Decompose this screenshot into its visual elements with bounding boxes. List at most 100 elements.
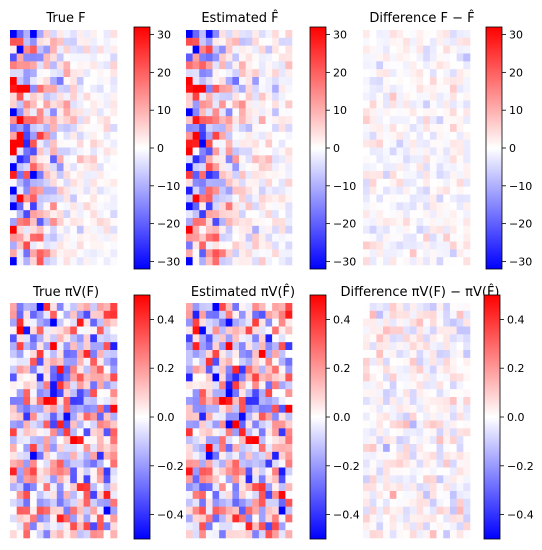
heatmap-cell xyxy=(43,77,51,86)
heatmap-cell xyxy=(443,357,451,366)
heatmap-cell xyxy=(383,116,391,125)
heatmap-cell xyxy=(219,147,227,156)
heatmap-cell xyxy=(376,202,384,211)
heatmap-cell xyxy=(278,171,286,180)
heatmap-cell xyxy=(278,218,286,227)
heatmap-cell xyxy=(272,514,280,523)
heatmap-cell xyxy=(436,389,444,398)
heatmap-cell xyxy=(63,233,71,242)
heatmap-cell xyxy=(429,100,437,109)
heatmap-cell xyxy=(449,225,457,234)
heatmap-cell xyxy=(103,483,111,492)
heatmap-cell xyxy=(63,412,71,421)
heatmap-cell xyxy=(50,30,58,39)
heatmap-cell xyxy=(225,436,233,445)
heatmap-cell xyxy=(403,225,411,234)
heatmap-cell xyxy=(83,491,91,500)
heatmap-cell xyxy=(83,139,91,148)
heatmap-cell xyxy=(443,483,451,492)
heatmap-cell xyxy=(10,233,17,242)
heatmap-cell xyxy=(30,428,38,437)
heatmap-cell xyxy=(23,389,31,398)
heatmap-cell xyxy=(205,61,213,70)
heatmap-cell xyxy=(423,451,431,460)
heatmap-cell xyxy=(463,428,471,437)
heatmap-cell xyxy=(76,357,84,366)
heatmap-cell xyxy=(96,92,104,101)
heatmap-cell xyxy=(396,420,404,429)
heatmap-cell xyxy=(252,522,260,531)
heatmap-cell xyxy=(239,342,246,351)
heatmap-cell xyxy=(90,428,98,437)
heatmap-cell xyxy=(192,522,200,531)
heatmap-cell xyxy=(403,498,411,507)
heatmap-cell xyxy=(219,389,227,398)
heatmap-cell xyxy=(63,202,71,211)
heatmap-cell xyxy=(376,233,384,242)
heatmap-cell xyxy=(103,420,111,429)
heatmap-cell xyxy=(212,350,220,359)
colorbar-tick-label: −20 xyxy=(509,218,532,231)
heatmap-cell xyxy=(192,459,200,468)
heatmap-cell xyxy=(443,241,451,250)
heatmap-cell xyxy=(30,389,38,398)
heatmap-cell xyxy=(369,155,377,164)
heatmap-cell xyxy=(212,178,220,187)
heatmap-cell xyxy=(10,397,17,406)
heatmap-cell xyxy=(396,357,404,366)
heatmap-cell xyxy=(30,451,38,460)
heatmap-cell xyxy=(205,233,213,242)
heatmap-cell xyxy=(363,139,370,148)
heatmap-cell xyxy=(436,436,444,445)
heatmap-cell xyxy=(103,522,111,531)
heatmap-cell xyxy=(36,225,44,234)
heatmap-cell xyxy=(265,45,273,54)
heatmap-cell xyxy=(278,147,286,156)
heatmap-cell xyxy=(429,350,437,359)
heatmap-cell xyxy=(103,491,111,500)
heatmap-cell xyxy=(443,155,451,164)
heatmap-cell xyxy=(90,155,98,164)
heatmap-cell xyxy=(103,155,111,164)
heatmap-cell xyxy=(456,357,464,366)
heatmap-cell xyxy=(245,530,253,539)
heatmap-cell xyxy=(409,334,417,343)
heatmap-cell xyxy=(416,257,424,266)
heatmap-cell xyxy=(76,467,84,476)
heatmap-cell xyxy=(463,373,471,382)
heatmap-cell xyxy=(383,475,391,484)
heatmap-cell xyxy=(50,491,58,500)
heatmap-cell xyxy=(443,350,451,359)
heatmap-cell xyxy=(63,124,71,133)
heatmap-cell xyxy=(30,210,38,219)
heatmap-cell xyxy=(199,444,207,453)
heatmap-cell xyxy=(23,365,31,374)
heatmap-cell xyxy=(245,491,253,500)
heatmap-cell xyxy=(110,69,118,78)
heatmap-cell xyxy=(449,257,457,266)
heatmap-cell xyxy=(443,397,451,406)
heatmap-cell xyxy=(258,92,266,101)
heatmap-cell xyxy=(10,45,17,54)
heatmap-cell xyxy=(396,233,404,242)
heatmap-cell xyxy=(416,202,424,211)
heatmap-cell xyxy=(30,436,38,445)
heatmap-cell xyxy=(76,530,84,539)
heatmap-cell xyxy=(239,498,246,507)
heatmap-cell xyxy=(43,303,51,312)
heatmap-cell xyxy=(409,84,417,93)
heatmap-cell xyxy=(403,342,411,351)
heatmap-cell xyxy=(199,163,207,172)
heatmap-cell xyxy=(192,37,200,46)
heatmap-cell xyxy=(403,530,411,539)
heatmap-cell xyxy=(56,444,64,453)
heatmap-cell xyxy=(70,116,78,125)
heatmap-cell xyxy=(285,428,293,437)
heatmap-cell xyxy=(376,131,384,140)
heatmap-cell xyxy=(416,381,424,390)
heatmap-cell xyxy=(239,37,246,46)
heatmap-cell xyxy=(409,249,417,258)
heatmap-cell xyxy=(199,506,207,515)
heatmap-cell xyxy=(376,334,384,343)
heatmap-cell xyxy=(16,163,24,172)
